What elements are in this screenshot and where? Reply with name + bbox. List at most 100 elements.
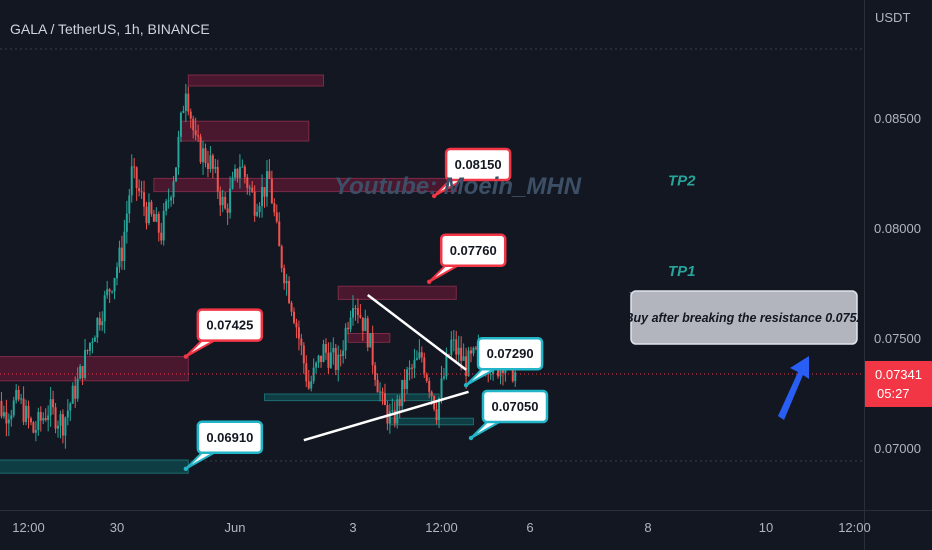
candle-body[interactable] xyxy=(474,347,477,349)
candle-body[interactable] xyxy=(209,155,212,170)
candle-body[interactable] xyxy=(25,405,28,422)
candle-body[interactable] xyxy=(20,398,23,400)
candle-body[interactable] xyxy=(103,295,106,322)
callout-box[interactable] xyxy=(476,336,544,371)
candle-body[interactable] xyxy=(514,372,517,382)
candle-body[interactable] xyxy=(226,208,229,213)
candle-body[interactable] xyxy=(469,350,472,354)
candle-body[interactable] xyxy=(197,135,200,137)
candle-body[interactable] xyxy=(64,417,67,436)
candle-body[interactable] xyxy=(34,430,37,433)
candle-body[interactable] xyxy=(324,344,327,353)
candle-body[interactable] xyxy=(410,367,413,369)
candle-body[interactable] xyxy=(150,202,153,215)
candle-body[interactable] xyxy=(462,356,465,361)
candle-body[interactable] xyxy=(300,338,303,346)
candle-body[interactable] xyxy=(430,391,433,397)
candle-body[interactable] xyxy=(59,414,62,426)
candle-body[interactable] xyxy=(302,345,305,364)
candle-body[interactable] xyxy=(398,399,401,407)
candle-body[interactable] xyxy=(295,322,298,328)
candle-body[interactable] xyxy=(233,168,236,178)
candle-body[interactable] xyxy=(174,167,177,182)
candle-body[interactable] xyxy=(273,203,276,213)
candle-body[interactable] xyxy=(381,391,384,394)
candle-body[interactable] xyxy=(74,385,77,399)
candle-body[interactable] xyxy=(253,191,256,216)
candle-body[interactable] xyxy=(86,350,89,352)
candle-body[interactable] xyxy=(391,410,394,412)
candle-body[interactable] xyxy=(54,407,57,429)
candle-body[interactable] xyxy=(371,333,374,366)
candle-body[interactable] xyxy=(270,178,273,204)
candle-body[interactable] xyxy=(347,327,350,330)
candle-body[interactable] xyxy=(15,389,18,401)
candle-body[interactable] xyxy=(98,318,101,326)
candle-body[interactable] xyxy=(236,168,239,178)
candle-body[interactable] xyxy=(211,155,214,169)
candle-body[interactable] xyxy=(2,412,5,417)
candle-body[interactable] xyxy=(22,398,25,422)
candle-body[interactable] xyxy=(263,187,266,197)
candle-body[interactable] xyxy=(315,362,318,368)
note-box[interactable] xyxy=(630,290,858,345)
candle-body[interactable] xyxy=(177,136,180,168)
candle-body[interactable] xyxy=(140,191,143,193)
candle-body[interactable] xyxy=(499,365,502,377)
candle-body[interactable] xyxy=(435,409,438,421)
candle-body[interactable] xyxy=(116,267,118,279)
candle-body[interactable] xyxy=(216,166,219,192)
candle-body[interactable] xyxy=(71,385,74,404)
candle-body[interactable] xyxy=(329,352,332,368)
candle-body[interactable] xyxy=(457,347,460,355)
candle-body[interactable] xyxy=(261,187,264,207)
candle-body[interactable] xyxy=(396,399,399,424)
candle-body[interactable] xyxy=(81,366,84,378)
candle-body[interactable] xyxy=(135,167,138,189)
callout-box[interactable] xyxy=(481,389,549,424)
candle-body[interactable] xyxy=(460,347,463,361)
candle-body[interactable] xyxy=(17,389,20,400)
candle-body[interactable] xyxy=(10,415,13,420)
candle-body[interactable] xyxy=(130,166,133,196)
candle-body[interactable] xyxy=(364,318,367,332)
candle-body[interactable] xyxy=(334,347,337,370)
candle-body[interactable] xyxy=(489,373,492,375)
candle-body[interactable] xyxy=(344,327,347,351)
candle-body[interactable] xyxy=(202,148,205,163)
candle-body[interactable] xyxy=(184,93,187,111)
candle-body[interactable] xyxy=(199,136,202,163)
candle-body[interactable] xyxy=(29,418,32,423)
candle-body[interactable] xyxy=(229,188,232,213)
callout-box[interactable] xyxy=(444,147,512,182)
candle-body[interactable] xyxy=(84,350,87,378)
candle-body[interactable] xyxy=(170,197,173,201)
candle-body[interactable] xyxy=(467,350,470,377)
candle-body[interactable] xyxy=(66,410,69,418)
candle-body[interactable] xyxy=(351,308,354,318)
candle-body[interactable] xyxy=(376,379,379,393)
candle-body[interactable] xyxy=(96,318,99,338)
candle-body[interactable] xyxy=(118,247,121,268)
candle-body[interactable] xyxy=(366,318,369,348)
candle-body[interactable] xyxy=(465,356,468,377)
candle-body[interactable] xyxy=(275,212,278,222)
candle-body[interactable] xyxy=(39,412,42,421)
candle-body[interactable] xyxy=(219,191,222,206)
candle-body[interactable] xyxy=(0,400,3,417)
candle-body[interactable] xyxy=(189,111,192,119)
candle-body[interactable] xyxy=(359,315,362,318)
candle-body[interactable] xyxy=(165,201,168,211)
candle-body[interactable] xyxy=(251,187,254,192)
candle-body[interactable] xyxy=(297,327,300,339)
candle-body[interactable] xyxy=(133,166,136,168)
callout-box[interactable] xyxy=(439,233,507,268)
candle-body[interactable] xyxy=(361,317,364,332)
candle-body[interactable] xyxy=(386,405,389,424)
candle-body[interactable] xyxy=(147,202,150,224)
candle-body[interactable] xyxy=(383,393,386,406)
candle-body[interactable] xyxy=(258,206,261,213)
candle-body[interactable] xyxy=(47,415,50,421)
candle-body[interactable] xyxy=(312,367,315,382)
